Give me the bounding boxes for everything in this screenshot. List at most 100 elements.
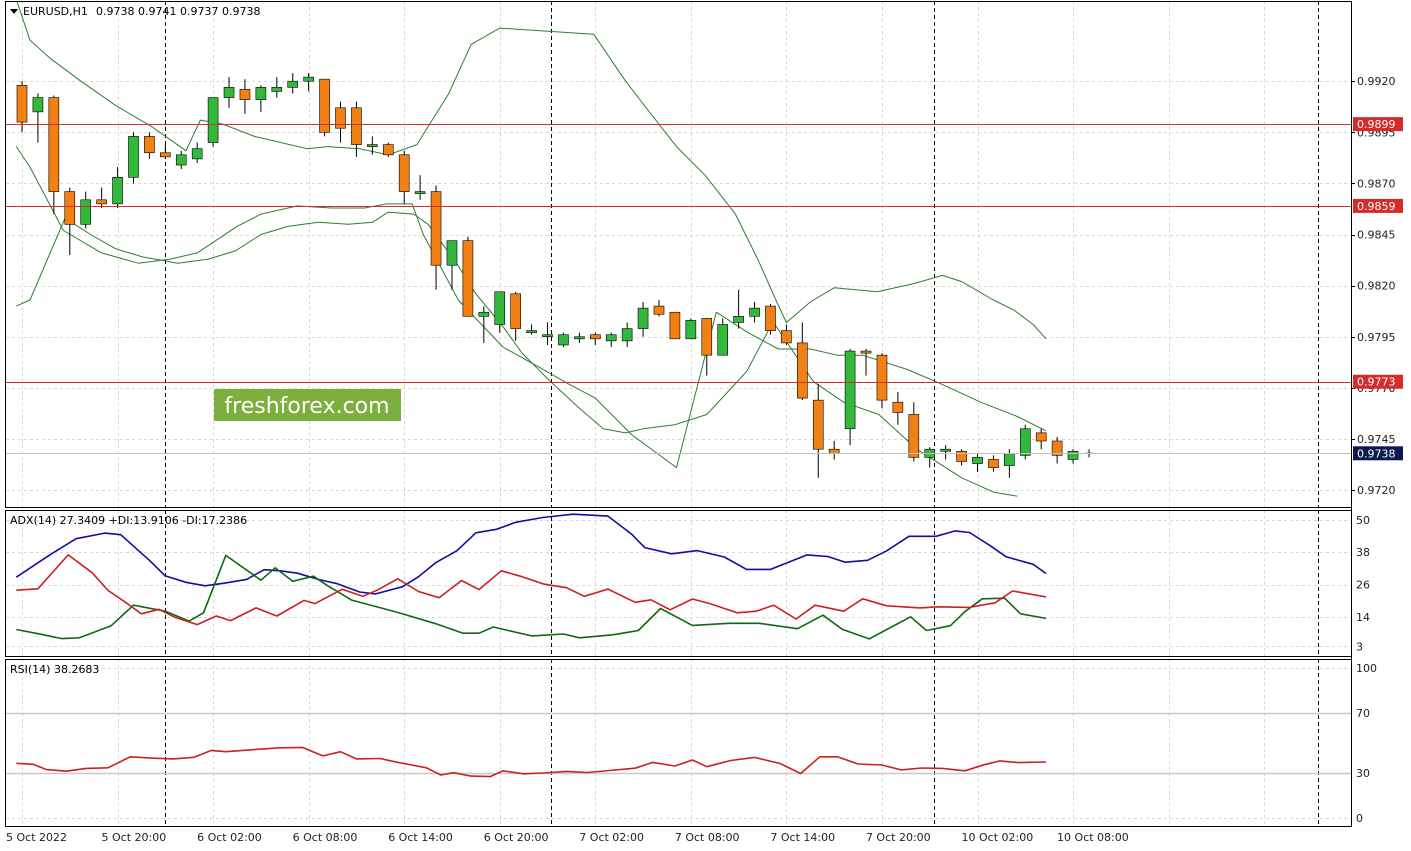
candle[interactable]: [446, 240, 458, 290]
candle[interactable]: [175, 150, 187, 170]
candle-body: [414, 191, 426, 194]
candle[interactable]: [414, 175, 426, 200]
candle[interactable]: [462, 236, 474, 317]
candle[interactable]: [16, 81, 28, 133]
candle-body: [988, 459, 999, 468]
candle[interactable]: [1019, 424, 1031, 460]
candle[interactable]: [319, 78, 330, 137]
candle[interactable]: [605, 332, 617, 347]
candle-body: [749, 307, 760, 317]
candle[interactable]: [637, 302, 649, 337]
candle[interactable]: [908, 402, 920, 462]
candle[interactable]: [972, 453, 983, 472]
bollinger-middle-line: [15, 146, 1047, 469]
price-header: EURUSD,H1 0.9738 0.9741 0.9737 0.9738: [10, 5, 260, 18]
candle[interactable]: [589, 332, 601, 345]
candle[interactable]: [494, 291, 506, 333]
candle-body: [510, 293, 521, 329]
candle[interactable]: [32, 93, 44, 143]
rsi-tick-label: 70: [1356, 707, 1370, 720]
candle[interactable]: [1067, 449, 1079, 464]
candle-body: [287, 80, 299, 88]
rsi-tick-label: 100: [1356, 662, 1377, 675]
candle-body: [335, 107, 346, 129]
candle[interactable]: [669, 311, 681, 340]
candle[interactable]: [685, 318, 697, 340]
candle-body: [319, 78, 330, 133]
candle[interactable]: [749, 302, 760, 323]
candle[interactable]: [940, 445, 951, 460]
candle-body: [765, 305, 776, 331]
candle[interactable]: [207, 97, 219, 147]
candle[interactable]: [191, 142, 203, 163]
candle-body: [271, 87, 283, 92]
candle[interactable]: [797, 322, 808, 401]
candle-body: [972, 457, 983, 464]
candle[interactable]: [351, 101, 362, 157]
candle[interactable]: [860, 349, 872, 376]
dropdown-triangle-icon[interactable]: [10, 9, 18, 14]
candle[interactable]: [239, 79, 251, 114]
candle-body: [494, 291, 506, 325]
candle-body: [144, 136, 155, 154]
candle[interactable]: [653, 299, 665, 317]
candle[interactable]: [812, 383, 824, 478]
candle[interactable]: [271, 77, 283, 98]
candle[interactable]: [96, 187, 107, 208]
candle[interactable]: [80, 191, 91, 229]
price-level-tag: [1353, 117, 1403, 132]
candle[interactable]: [924, 447, 936, 468]
candle[interactable]: [255, 85, 267, 112]
candle[interactable]: [367, 136, 378, 155]
adx-tick-label: 38: [1356, 546, 1370, 559]
candle[interactable]: [160, 144, 171, 159]
candle-body: [1019, 428, 1031, 456]
candle[interactable]: [382, 142, 394, 157]
candle-body: [96, 199, 107, 205]
candle[interactable]: [621, 322, 633, 347]
candle[interactable]: [1051, 436, 1063, 464]
axis-labels: 0.99200.98950.98700.98450.98200.97950.97…: [6, 75, 1403, 844]
candle[interactable]: [717, 318, 729, 356]
candle[interactable]: [287, 73, 299, 94]
candle[interactable]: [144, 132, 155, 159]
candle[interactable]: [478, 306, 490, 343]
candle[interactable]: [510, 291, 521, 341]
rsi-header: RSI(14) 38.2683: [10, 663, 99, 676]
candle[interactable]: [335, 101, 346, 143]
candle[interactable]: [303, 73, 314, 92]
horizontal-levels[interactable]: [6, 124, 1351, 454]
candle[interactable]: [956, 449, 967, 466]
candle[interactable]: [574, 332, 585, 343]
candle[interactable]: [876, 353, 888, 409]
candle-body: [828, 448, 840, 454]
bollinger-bands: [15, 1, 1047, 497]
candle[interactable]: [781, 324, 792, 345]
candle[interactable]: [988, 455, 999, 472]
candle[interactable]: [558, 332, 569, 347]
candle[interactable]: [701, 318, 713, 376]
candle[interactable]: [542, 322, 553, 345]
price-level-tag-text: 0.9773: [1357, 376, 1396, 389]
candles[interactable]: [16, 73, 1094, 478]
candle[interactable]: [64, 187, 76, 255]
candle[interactable]: [48, 95, 60, 215]
candle[interactable]: [1035, 428, 1047, 450]
candle[interactable]: [223, 77, 235, 108]
candle[interactable]: [844, 349, 856, 446]
candle-body: [16, 85, 28, 123]
candle[interactable]: [128, 132, 139, 184]
candle[interactable]: [526, 324, 537, 335]
candle[interactable]: [828, 441, 840, 460]
candle[interactable]: [892, 391, 904, 425]
candle[interactable]: [398, 150, 410, 204]
candle-body: [112, 177, 123, 205]
candle-body: [32, 97, 44, 113]
candle[interactable]: [112, 167, 123, 208]
candle[interactable]: [733, 289, 744, 329]
candle-body: [398, 154, 410, 192]
candle[interactable]: [430, 185, 442, 290]
candle[interactable]: [765, 304, 776, 335]
price-level-tag: [1353, 374, 1403, 389]
